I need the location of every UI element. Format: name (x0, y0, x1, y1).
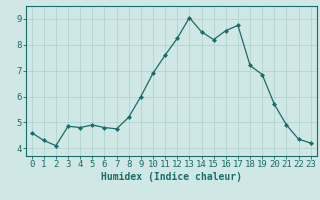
X-axis label: Humidex (Indice chaleur): Humidex (Indice chaleur) (101, 172, 242, 182)
